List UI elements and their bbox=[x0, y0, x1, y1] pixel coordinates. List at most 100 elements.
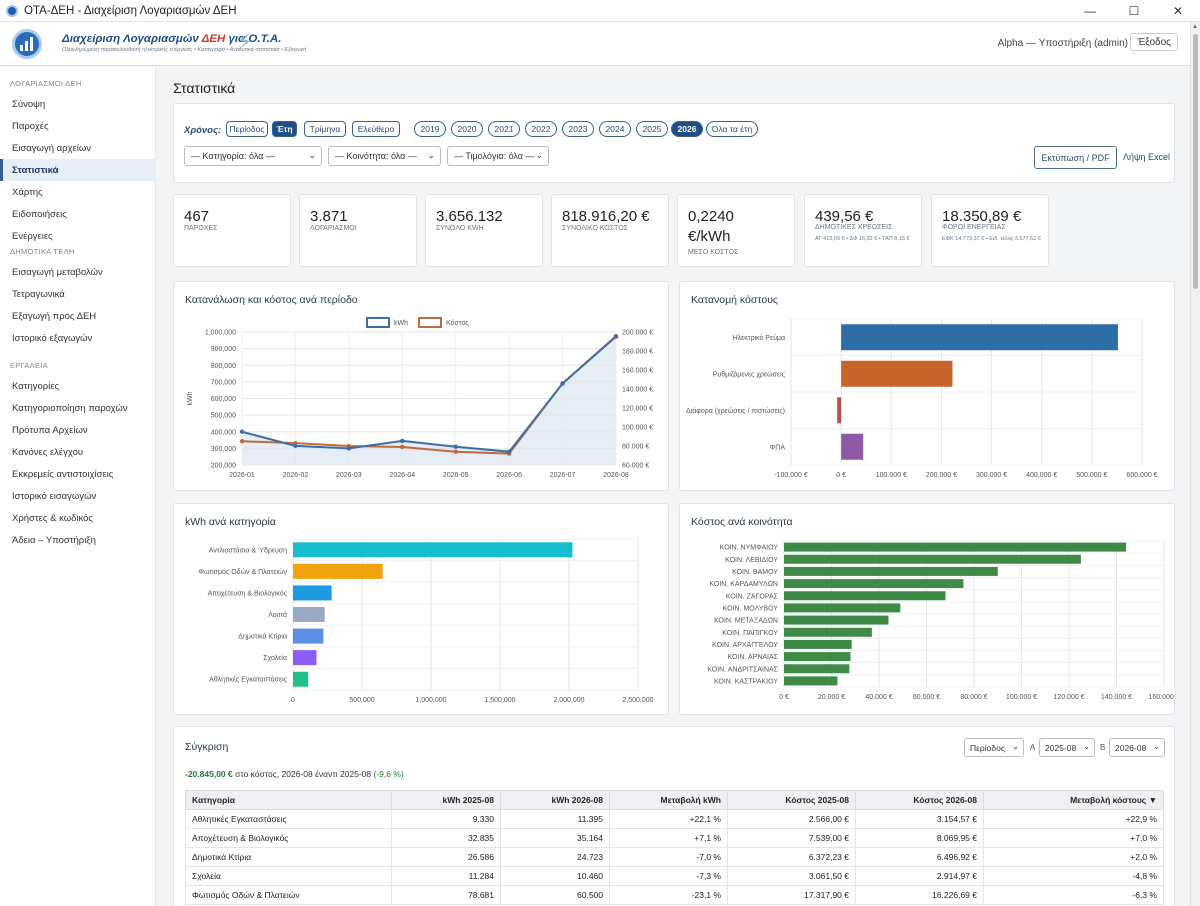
table-cell: 2.914,97 € bbox=[855, 866, 984, 886]
time-mode-button[interactable]: Ελεύθερο bbox=[352, 121, 400, 137]
year-filter-button[interactable]: 2019 bbox=[414, 121, 446, 137]
legend-label: kWh bbox=[394, 320, 408, 327]
table-header-cell[interactable]: Μεταβολή κόστους ▼ bbox=[983, 790, 1164, 810]
y2-tick-label: 140.000 € bbox=[622, 387, 653, 394]
category-label: Αθλητικές Εγκαταστάσεις bbox=[209, 676, 287, 684]
category-label: ΚΟΙΝ. ΠΑΠΙΓΚΟΥ bbox=[722, 630, 778, 637]
window-controls: — ☐ ✕ bbox=[1068, 0, 1200, 22]
invoices-select[interactable]: — Τιμολόγια: όλα — ⌄ bbox=[447, 146, 549, 166]
time-filter-label: Χρόνος: bbox=[184, 125, 222, 136]
sidebar-item[interactable]: Ιστορικό εξαγωγών bbox=[12, 332, 93, 344]
table-header-cell[interactable]: kWh 2025-08 bbox=[391, 790, 501, 810]
comparison-mode-select[interactable]: Περίοδος ⌄ bbox=[964, 738, 1024, 757]
logout-button[interactable]: Έξοδος bbox=[1130, 33, 1178, 51]
time-mode-button[interactable]: Έτη bbox=[272, 121, 297, 137]
sidebar-item[interactable]: Ενέργειες bbox=[12, 230, 53, 242]
table-header-cell[interactable]: Κόστος 2025-08 bbox=[727, 790, 856, 810]
x-tick-label: 2,000,000 bbox=[553, 697, 584, 704]
time-mode-button[interactable]: Τρίμηνα bbox=[304, 121, 346, 137]
sidebar-item[interactable]: Παροχές bbox=[12, 120, 49, 132]
year-filter-button[interactable]: Όλα τα έτη bbox=[706, 121, 758, 137]
table-cell: -7,0 % bbox=[609, 847, 728, 867]
x-tick-label: 2026-04 bbox=[389, 472, 415, 479]
category-select[interactable]: — Κατηγορία: όλα — ⌄ bbox=[184, 146, 322, 166]
table-row: Αποχέτευση & Βιολογικός 32.835 35.164 +7,1 … bbox=[185, 828, 1164, 848]
bar bbox=[293, 628, 324, 644]
bar bbox=[784, 566, 998, 576]
comparison-card: Σύγκριση Περίοδος ⌄ Α 2025-08 ⌄ Β 2026-08 ⌄… bbox=[173, 726, 1175, 906]
sidebar-item[interactable]: Χάρτης bbox=[12, 186, 43, 198]
category-label: ΚΟΙΝ. ΜΟΛΥΒΟΥ bbox=[723, 605, 779, 612]
x-tick-label: 2026-05 bbox=[443, 472, 469, 479]
x-tick-label: 2026-02 bbox=[283, 472, 309, 479]
year-filter-button[interactable]: 2022 bbox=[525, 121, 557, 137]
sidebar-item[interactable]: Χρήστες & κωδικός bbox=[12, 512, 94, 524]
kpi-value: 0,2240 €/kWh bbox=[688, 208, 734, 245]
kwh-area bbox=[242, 336, 616, 465]
x-tick-label: 2026-03 bbox=[336, 472, 362, 479]
sidebar-item[interactable]: Κανόνες ελέγχου bbox=[12, 446, 84, 458]
sidebar-item[interactable]: Κατηγοριοποίηση παροχών bbox=[12, 402, 128, 414]
bar bbox=[784, 627, 872, 637]
table-cell: -6,3 % bbox=[983, 885, 1164, 905]
period-a-label: Α bbox=[1030, 743, 1036, 752]
year-filter-button[interactable]: 2021 bbox=[488, 121, 520, 137]
period-a-select[interactable]: 2025-08 ⌄ bbox=[1039, 738, 1095, 757]
table-cell: -7,3 % bbox=[609, 866, 728, 886]
y2-tick-label: 180.000 € bbox=[622, 349, 653, 356]
table-cell: 6.372,23 € bbox=[727, 847, 856, 867]
bar bbox=[293, 671, 309, 687]
community-select[interactable]: — Κοινότητα: όλα — ⌄ bbox=[328, 146, 441, 166]
kpi-card: 3.871 ΛΟΓΑΡΙΑΣΜΟΙ bbox=[299, 194, 417, 267]
table-cell: 7.539,00 € bbox=[727, 828, 856, 848]
cost-point bbox=[239, 439, 245, 444]
sidebar-item[interactable]: Ιστορικό εισαγωγών bbox=[12, 490, 97, 502]
kpi-card: 18.350,89 € ΦΟΡΟΙ ΕΝΕΡΓΕΙΑΣ ΕΦΚ 14.773,37 … bbox=[931, 194, 1049, 267]
x-tick-label: 500.000 € bbox=[1076, 472, 1107, 479]
vertical-scrollbar[interactable]: ▲ bbox=[1190, 22, 1200, 906]
year-filter-button[interactable]: 2024 bbox=[599, 121, 631, 137]
app-logo[interactable]: Διαχείριση Λογαριασμών ΔΕΗ για Ο.Τ.Α. Ολ… bbox=[12, 27, 306, 59]
year-filter-button[interactable]: 2020 bbox=[451, 121, 483, 137]
table-cell: Φωτισμός Οδών & Πλατειών bbox=[185, 885, 392, 905]
scrollbar-thumb[interactable] bbox=[1193, 34, 1198, 289]
year-filter-button[interactable]: 2026 bbox=[671, 121, 703, 137]
download-excel-link[interactable]: Λήψη Excel bbox=[1123, 152, 1170, 162]
year-filter-button[interactable]: 2025 bbox=[636, 121, 668, 137]
sidebar-item[interactable]: Εισαγωγή μεταβολών bbox=[12, 266, 103, 278]
sidebar-item[interactable]: Κατηγορίες bbox=[12, 380, 60, 392]
lightning-bolt-icon: ⚡ bbox=[237, 29, 253, 54]
x-tick-label: 2026-01 bbox=[229, 472, 255, 479]
sidebar-item[interactable]: Εκκρεμείς αντιστοιχίσεις bbox=[12, 468, 114, 480]
cost-distribution-card: Κατανομή κόστους -100.000 € 0 € 100.000 € 2… bbox=[679, 281, 1175, 491]
minimize-icon[interactable]: — bbox=[1084, 4, 1096, 18]
table-header-cell[interactable]: kWh 2026-08 bbox=[500, 790, 610, 810]
table-header-cell[interactable]: Μεταβολή kWh bbox=[609, 790, 728, 810]
kwh-point bbox=[613, 333, 619, 339]
kpi-card: 0,2240 €/kWh ΜΕΣΟ ΚΟΣΤΟΣ bbox=[677, 194, 795, 267]
time-mode-button[interactable]: Περίοδος bbox=[226, 121, 268, 137]
sidebar-item[interactable]: Εισαγωγή αρχείων bbox=[12, 142, 92, 154]
maximize-icon[interactable]: ☐ bbox=[1128, 4, 1140, 18]
sidebar-item[interactable]: Εξαγωγή προς ΔΕΗ bbox=[12, 310, 97, 322]
sidebar-item[interactable]: Τετραγωνικά bbox=[12, 288, 65, 300]
y-tick-label: 300,000 bbox=[211, 446, 236, 453]
sidebar-item[interactable]: Άδεια – Υποστήριξη bbox=[12, 534, 96, 546]
table-cell: 11.284 bbox=[391, 866, 501, 886]
sidebar-item[interactable]: Πρότυπα Αρχείων bbox=[12, 424, 88, 436]
scroll-up-icon[interactable]: ▲ bbox=[1192, 24, 1198, 30]
kwh-category-chart: 0 500,000 1,000,000 1,500,000 2,000,000 2,500… bbox=[198, 538, 654, 704]
bar bbox=[841, 433, 864, 460]
print-pdf-button[interactable]: Εκτύπωση / PDF bbox=[1034, 146, 1117, 169]
sidebar-item[interactable]: Σύνοψη bbox=[12, 98, 46, 110]
sidebar-item[interactable]: Στατιστικά bbox=[0, 159, 156, 181]
table-row: Σχολεία 11.284 10.460 -7,3 % 3.061,50 €2.914… bbox=[185, 866, 1164, 886]
window-titlebar: ΟΤΑ-ΔΕΗ - Διαχείριση Λογαριασμών ΔΕΗ — ☐… bbox=[0, 0, 1200, 22]
year-filter-button[interactable]: 2023 bbox=[562, 121, 594, 137]
close-icon[interactable]: ✕ bbox=[1172, 4, 1184, 18]
period-b-select[interactable]: 2026-08 ⌄ bbox=[1109, 738, 1165, 757]
table-header-cell[interactable]: Κατηγορία bbox=[185, 790, 392, 810]
x-tick-label: 500,000 bbox=[349, 697, 374, 704]
table-header-cell[interactable]: Κόστος 2026-08 bbox=[855, 790, 984, 810]
sidebar-item[interactable]: Ειδοποιήσεις bbox=[12, 208, 67, 220]
